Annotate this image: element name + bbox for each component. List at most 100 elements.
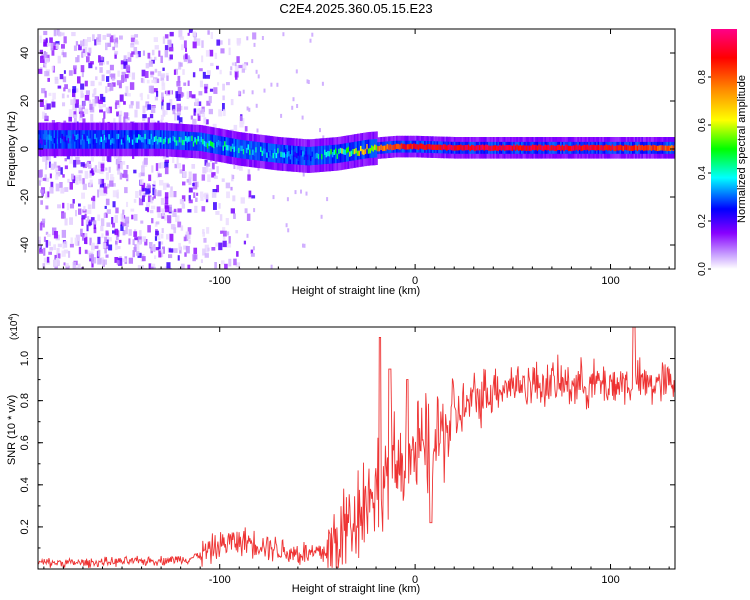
noise-speckle [82, 118, 86, 126]
noise-speckle [55, 258, 60, 266]
ridge-core [355, 148, 358, 154]
ridge-core [130, 136, 133, 142]
noise-speckle [159, 162, 165, 169]
ridge-core [142, 137, 146, 143]
ridge-core [283, 152, 286, 158]
noise-speckle [116, 192, 119, 199]
noise-speckle [311, 32, 314, 37]
ridge-core [147, 138, 150, 144]
noise-speckle [63, 241, 68, 248]
noise-speckle [187, 80, 190, 86]
noise-speckle [173, 69, 176, 75]
ridge-core [152, 139, 155, 145]
noise-speckle [184, 234, 189, 241]
ridge-core [163, 138, 166, 145]
noise-speckle [206, 70, 211, 77]
ridge-core [55, 135, 58, 142]
ridge-core [197, 136, 200, 142]
noise-speckle [187, 55, 190, 61]
noise-speckle [56, 252, 60, 261]
ridge-core [510, 145, 513, 151]
noise-speckle [256, 128, 259, 133]
ridge-core [536, 145, 540, 151]
noise-speckle [158, 250, 162, 258]
ridge-core [258, 147, 261, 153]
noise-speckle [105, 172, 109, 180]
noise-speckle [87, 37, 92, 43]
noise-speckle [69, 156, 73, 164]
ridge-core [650, 145, 654, 151]
noise-speckle [75, 234, 80, 242]
noise-speckle [108, 166, 111, 173]
noise-speckle [204, 192, 209, 200]
ridge-core [653, 145, 657, 151]
noise-speckle [42, 177, 47, 181]
noise-speckle [213, 175, 218, 180]
noise-speckle [90, 113, 94, 122]
noise-speckle [56, 165, 61, 172]
noise-speckle [138, 172, 142, 178]
noise-speckle [244, 208, 248, 214]
noise-speckle [154, 236, 158, 241]
snr-y-ticks: 0.2 0.4 0.6 0.8 1.0 [19, 337, 675, 549]
noise-speckle [230, 186, 233, 191]
noise-speckle [161, 92, 164, 100]
noise-speckle [172, 210, 177, 217]
ridge-band [152, 130, 155, 149]
ridge-core [199, 139, 202, 145]
ridge-core [105, 137, 108, 143]
ridge-core [131, 139, 135, 145]
noise-speckle [209, 49, 214, 57]
ridge-core [314, 153, 318, 159]
ridge-core [75, 134, 78, 140]
ridge-band [144, 130, 147, 149]
noise-speckle [68, 250, 71, 258]
noise-speckle [246, 36, 249, 41]
noise-speckle [133, 169, 137, 174]
noise-speckle [92, 257, 97, 264]
noise-speckle [162, 109, 166, 117]
noise-speckle [105, 254, 109, 258]
ridge-core [469, 145, 472, 152]
noise-speckle [126, 165, 129, 169]
noise-speckle [47, 77, 50, 82]
noise-speckle [82, 183, 87, 190]
noise-speckle [295, 69, 298, 74]
noise-speckle [94, 165, 98, 173]
ridge-core [414, 143, 418, 150]
noise-speckle [201, 112, 206, 118]
ridge-core [288, 151, 291, 157]
noise-speckle [151, 165, 154, 173]
noise-speckle [39, 35, 42, 43]
noise-speckle [113, 34, 116, 39]
noise-speckle [72, 179, 76, 184]
ridge-core [181, 139, 185, 146]
noise-speckle [117, 158, 121, 164]
x-tick-label: 100 [601, 275, 619, 287]
noise-speckle [216, 184, 220, 193]
ridge-core [535, 144, 538, 151]
ridge-band [335, 144, 338, 164]
noise-speckle [158, 173, 162, 177]
noise-speckle [117, 257, 123, 266]
noise-speckle [73, 159, 77, 168]
ridge-core [458, 145, 461, 151]
ridge-core [236, 144, 239, 151]
ridge-core [372, 146, 375, 152]
noise-speckle [173, 227, 177, 234]
ridge-core [45, 136, 49, 143]
noise-speckle [92, 34, 95, 42]
ridge-core [244, 148, 247, 155]
noise-speckle [193, 247, 198, 255]
ridge-core [552, 145, 555, 151]
noise-speckle [39, 49, 44, 54]
noise-speckle [153, 78, 157, 84]
noise-speckle [153, 88, 158, 93]
noise-speckle [49, 173, 52, 179]
ridge-core [356, 150, 360, 156]
noise-speckle [213, 87, 218, 94]
ridge-core [213, 142, 216, 149]
ridge-core [502, 144, 505, 150]
ridge-core [113, 138, 116, 144]
ridge-core [456, 145, 460, 151]
